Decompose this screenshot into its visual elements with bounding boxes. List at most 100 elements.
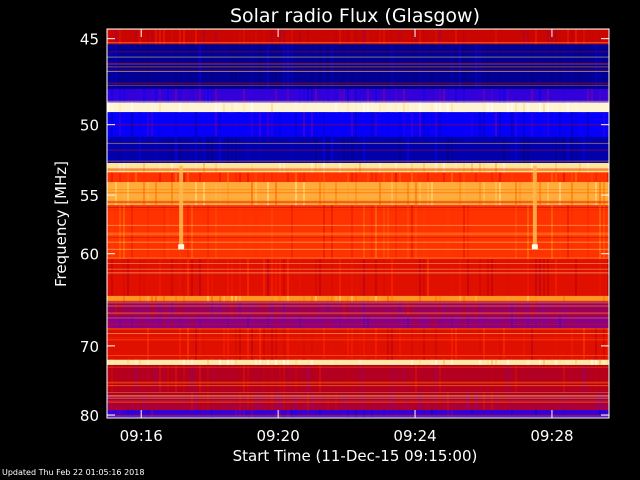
noise-streak	[255, 205, 257, 260]
noise-streak	[167, 162, 169, 173]
noise-streak	[435, 29, 437, 45]
noise-streak	[131, 172, 133, 183]
y-axis: 45 50 55 60 70 80	[80, 31, 609, 425]
frequency-line	[107, 206, 609, 208]
noise-streak	[571, 205, 573, 260]
noise-streak	[431, 410, 433, 418]
noise-streak	[279, 410, 281, 418]
noise-streak	[443, 172, 445, 183]
noise-streak	[363, 327, 365, 360]
frequency-line	[107, 192, 609, 194]
noise-streak	[203, 359, 205, 365]
frequency-line	[107, 385, 609, 387]
noise-streak	[247, 327, 249, 360]
noise-streak	[467, 205, 469, 260]
noise-streak	[179, 301, 181, 317]
noise-streak	[175, 295, 177, 302]
noise-streak	[319, 410, 321, 418]
noise-streak	[139, 172, 141, 183]
noise-streak	[263, 259, 265, 296]
noise-streak	[107, 29, 109, 45]
noise-streak	[415, 102, 417, 113]
noise-streak	[135, 172, 137, 183]
noise-streak	[239, 172, 241, 183]
frequency-line	[107, 42, 609, 44]
noise-streak	[119, 410, 121, 418]
noise-streak	[531, 364, 533, 393]
frequency-line	[107, 201, 609, 203]
noise-streak	[183, 29, 185, 45]
noise-streak	[367, 205, 369, 260]
noise-streak	[335, 29, 337, 45]
noise-streak	[255, 301, 257, 317]
noise-streak	[403, 89, 405, 103]
noise-streak	[535, 29, 537, 45]
noise-streak	[387, 327, 389, 360]
noise-streak	[507, 102, 509, 113]
noise-streak	[547, 89, 549, 103]
noise-streak	[323, 301, 325, 317]
noise-streak	[447, 327, 449, 360]
noise-streak	[111, 295, 113, 302]
noise-streak	[203, 327, 205, 360]
noise-streak	[251, 327, 253, 360]
noise-texture	[107, 29, 609, 418]
noise-streak	[523, 327, 525, 360]
noise-streak	[439, 182, 441, 206]
noise-streak	[323, 327, 325, 360]
noise-streak	[487, 102, 489, 113]
noise-streak	[523, 259, 525, 296]
noise-streak	[467, 259, 469, 296]
noise-streak	[143, 295, 145, 302]
noise-streak	[207, 259, 209, 296]
frequency-band	[107, 359, 609, 366]
noise-streak	[603, 182, 605, 206]
noise-streak	[411, 359, 413, 365]
noise-streak	[303, 410, 305, 418]
noise-streak	[327, 295, 329, 302]
noise-streak	[367, 29, 369, 45]
noise-streak	[191, 359, 193, 365]
noise-streak	[131, 205, 133, 260]
frequency-line	[107, 328, 609, 330]
noise-streak	[299, 89, 301, 103]
noise-streak	[539, 364, 541, 393]
noise-streak	[239, 259, 241, 296]
noise-streak	[347, 364, 349, 393]
noise-streak	[515, 182, 517, 206]
noise-streak	[351, 295, 353, 302]
noise-streak	[563, 364, 565, 393]
noise-streak	[603, 29, 605, 45]
noise-streak	[111, 301, 113, 317]
noise-streak	[347, 301, 349, 317]
frequency-line	[107, 401, 609, 403]
noise-streak	[215, 301, 217, 317]
noise-streak	[591, 172, 593, 183]
noise-streak	[459, 172, 461, 183]
noise-streak	[435, 364, 437, 393]
noise-streak	[367, 102, 369, 113]
noise-streak	[479, 359, 481, 365]
noise-streak	[215, 205, 217, 260]
noise-streak	[599, 205, 601, 260]
noise-streak	[575, 359, 577, 365]
noise-streak	[351, 29, 353, 45]
noise-streak	[443, 359, 445, 365]
noise-streak	[575, 102, 577, 113]
noise-streak	[459, 102, 461, 113]
noise-streak	[179, 364, 181, 393]
noise-streak	[247, 29, 249, 45]
noise-streak	[415, 29, 417, 45]
noise-streak	[315, 295, 317, 302]
noise-streak	[487, 259, 489, 296]
noise-streak	[423, 162, 425, 173]
noise-streak	[235, 410, 237, 418]
noise-streak	[535, 259, 537, 296]
plot-frame	[106, 28, 610, 419]
noise-streak	[359, 364, 361, 393]
noise-streak	[315, 89, 317, 103]
x-tick-label: 09:16	[120, 427, 163, 445]
noise-streak	[547, 29, 549, 45]
noise-streak	[531, 327, 533, 360]
noise-streak	[119, 295, 121, 302]
